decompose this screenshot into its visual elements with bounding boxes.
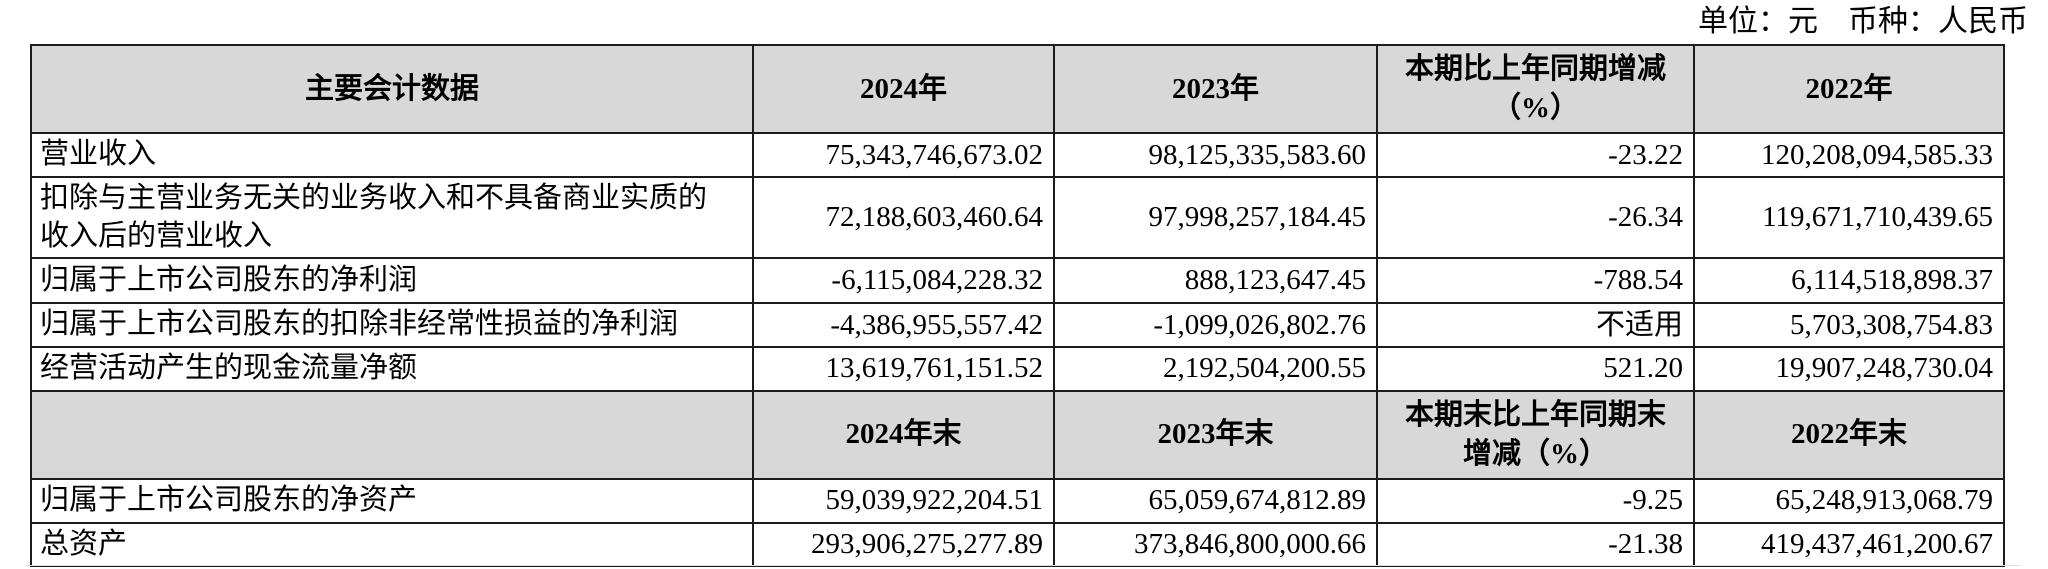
value-2023-cell: 98,125,335,583.60 bbox=[1053, 132, 1378, 178]
change-pct-cell: -26.34 bbox=[1376, 175, 1695, 260]
value-2024-cell: 59,039,922,204.51 bbox=[752, 478, 1055, 524]
value-2023-cell: 2,192,504,200.55 bbox=[1053, 346, 1378, 392]
value-2024-cell: 75,343,746,673.02 bbox=[752, 132, 1055, 178]
header-eop-2023: 2023年末 bbox=[1053, 389, 1378, 481]
metric-label-cell: 归属于上市公司股东的扣除非经常性损益的净利润 bbox=[30, 302, 754, 349]
metric-label-cell: 归属于上市公司股东的净资产 bbox=[30, 478, 754, 524]
value-2023-cell: 97,998,257,184.45 bbox=[1053, 175, 1378, 260]
table-row-net-profit-excl-nonrecurring: 归属于上市公司股东的扣除非经常性损益的净利润 -4,386,955,557.42… bbox=[30, 302, 2005, 349]
metric-label-cell: 经营活动产生的现金流量净额 bbox=[30, 346, 754, 392]
table-row-revenue: 营业收入 75,343,746,673.02 98,125,335,583.60… bbox=[30, 132, 2005, 178]
header-eop-blank bbox=[30, 389, 754, 481]
value-2022-cell: 19,907,248,730.04 bbox=[1693, 346, 2005, 392]
table-row-operating-cash-flow: 经营活动产生的现金流量净额 13,619,761,151.52 2,192,50… bbox=[30, 346, 2005, 392]
value-2022-cell: 419,437,461,200.67 bbox=[1693, 521, 2005, 568]
value-2023-cell: -1,099,026,802.76 bbox=[1053, 302, 1378, 349]
change-pct-cell: -23.22 bbox=[1376, 132, 1695, 178]
header-eop-2024: 2024年末 bbox=[752, 389, 1055, 481]
value-2022-cell: 5,703,308,754.83 bbox=[1693, 302, 2005, 349]
value-2022-cell: 6,114,518,898.37 bbox=[1693, 257, 2005, 305]
header-year-2024: 2024年 bbox=[752, 43, 1055, 135]
page-bottom-divider bbox=[25, 565, 2020, 566]
table-row-total-assets: 总资产 293,906,275,277.89 373,846,800,000.6… bbox=[30, 521, 2005, 568]
change-pct-cell: -9.25 bbox=[1376, 478, 1695, 524]
metric-label-cell: 营业收入 bbox=[30, 132, 754, 178]
value-2022-cell: 65,248,913,068.79 bbox=[1693, 478, 2005, 524]
metric-label-cell: 扣除与主营业务无关的业务收入和不具备商业实质的 收入后的营业收入 bbox=[30, 175, 754, 260]
header-eop-change-pct: 本期末比上年同期末 增减（%） bbox=[1376, 389, 1695, 481]
unit-currency-note: 单位：元 币种：人民币 bbox=[1698, 5, 2028, 38]
value-2022-cell: 119,671,710,439.65 bbox=[1693, 175, 2005, 260]
header-year-2023: 2023年 bbox=[1053, 43, 1378, 135]
table-row-net-profit: 归属于上市公司股东的净利润 -6,115,084,228.32 888,123,… bbox=[30, 257, 2005, 305]
value-2023-cell: 65,059,674,812.89 bbox=[1053, 478, 1378, 524]
metric-label-cell: 归属于上市公司股东的净利润 bbox=[30, 257, 754, 305]
table-header-row-annual: 主要会计数据 2024年 2023年 本期比上年同期增减 （%） 2022年 bbox=[30, 43, 2005, 135]
key-financials-table: 主要会计数据 2024年 2023年 本期比上年同期增减 （%） 2022年 营… bbox=[30, 43, 2005, 568]
value-2024-cell: 13,619,761,151.52 bbox=[752, 346, 1055, 392]
change-pct-cell: -788.54 bbox=[1376, 257, 1695, 305]
change-pct-cell: 521.20 bbox=[1376, 346, 1695, 392]
value-2024-cell: -6,115,084,228.32 bbox=[752, 257, 1055, 305]
header-eop-2022: 2022年末 bbox=[1693, 389, 2005, 481]
table-row-adjusted-revenue: 扣除与主营业务无关的业务收入和不具备商业实质的 收入后的营业收入 72,188,… bbox=[30, 175, 2005, 260]
value-2024-cell: 72,188,603,460.64 bbox=[752, 175, 1055, 260]
change-pct-cell: 不适用 bbox=[1376, 302, 1695, 349]
value-2023-cell: 373,846,800,000.66 bbox=[1053, 521, 1378, 568]
value-2024-cell: -4,386,955,557.42 bbox=[752, 302, 1055, 349]
header-year-2022: 2022年 bbox=[1693, 43, 2005, 135]
value-2023-cell: 888,123,647.45 bbox=[1053, 257, 1378, 305]
header-change-pct: 本期比上年同期增减 （%） bbox=[1376, 43, 1695, 135]
value-2024-cell: 293,906,275,277.89 bbox=[752, 521, 1055, 568]
change-pct-cell: -21.38 bbox=[1376, 521, 1695, 568]
table-row-net-assets: 归属于上市公司股东的净资产 59,039,922,204.51 65,059,6… bbox=[30, 478, 2005, 524]
value-2022-cell: 120,208,094,585.33 bbox=[1693, 132, 2005, 178]
table-header-row-end-of-period: 2024年末 2023年末 本期末比上年同期末 增减（%） 2022年末 bbox=[30, 389, 2005, 481]
header-metric-label: 主要会计数据 bbox=[30, 43, 754, 135]
metric-label-cell: 总资产 bbox=[30, 521, 754, 568]
